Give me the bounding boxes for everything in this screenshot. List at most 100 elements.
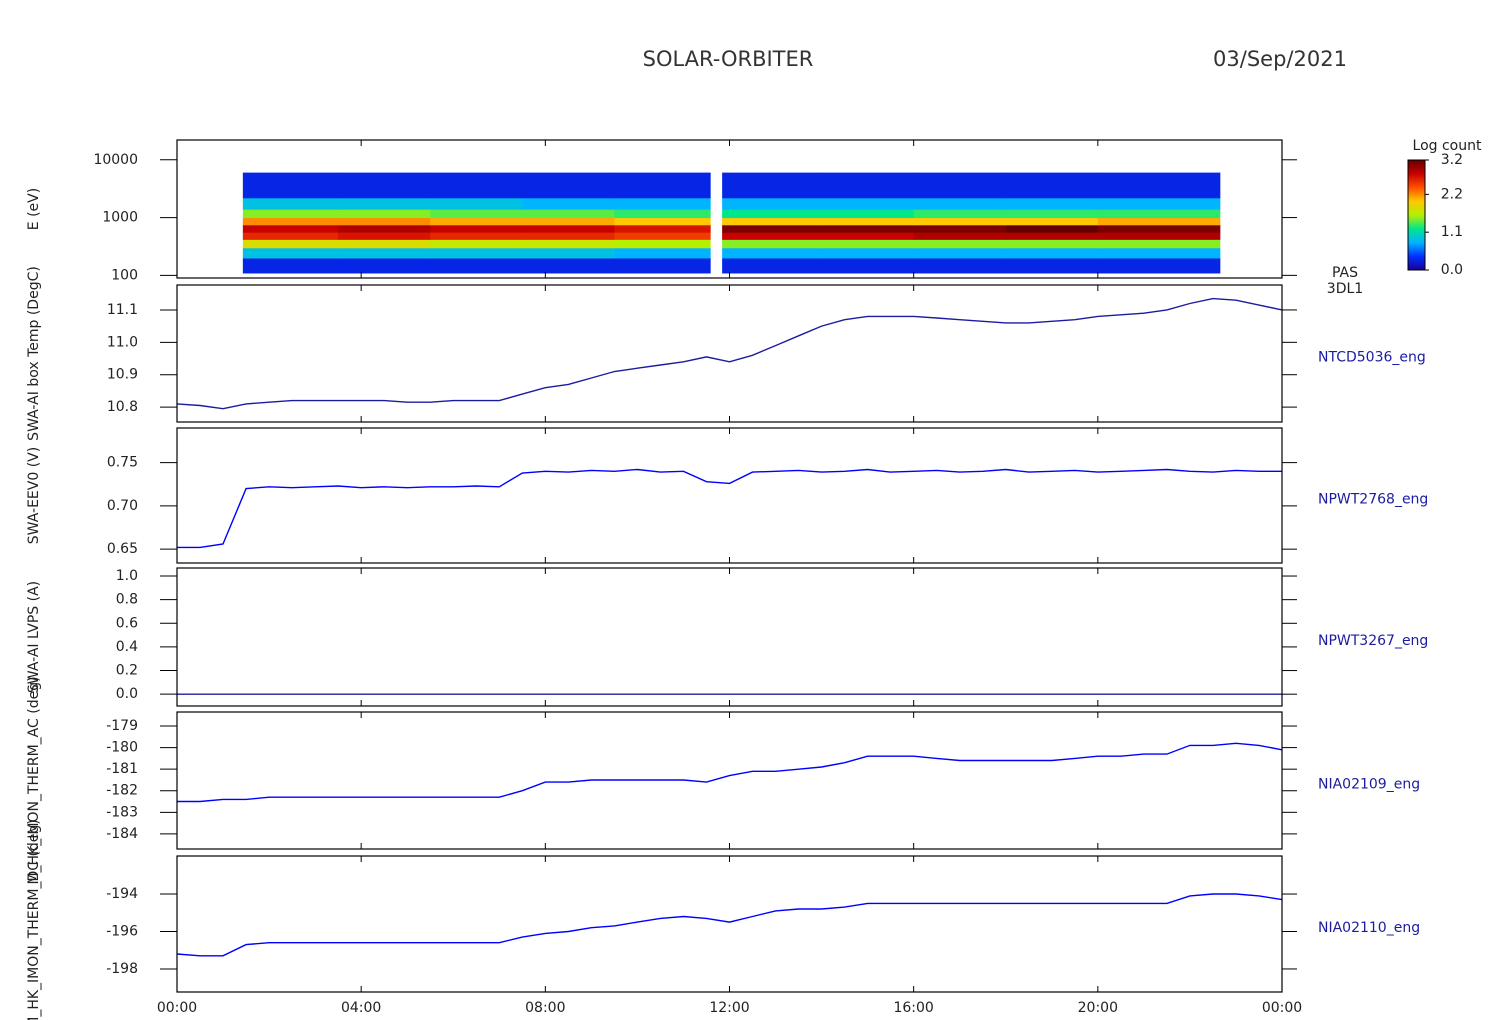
heatmap-cell bbox=[722, 232, 823, 240]
heatmap-cell bbox=[913, 257, 1007, 274]
series-line bbox=[176, 297, 1283, 410]
heatmap-cell bbox=[522, 209, 615, 219]
heatmap-cell bbox=[913, 172, 1007, 199]
y-tick-label: -181 bbox=[106, 761, 138, 777]
heatmap-cell bbox=[1097, 209, 1221, 219]
heatmap-cell bbox=[430, 197, 523, 210]
heatmap-cell bbox=[614, 257, 711, 274]
colorbar-title: Log count bbox=[1413, 138, 1482, 154]
heatmap-cell bbox=[522, 257, 615, 274]
heatmap-cell bbox=[242, 257, 339, 274]
heatmap-cell bbox=[338, 247, 431, 259]
heatmap-cell bbox=[430, 172, 523, 199]
y-tick-label: -182 bbox=[106, 783, 138, 799]
heatmap-cell bbox=[722, 197, 823, 210]
heatmap-cell bbox=[821, 197, 915, 210]
y-tick-label: 10000 bbox=[93, 152, 138, 168]
panel-name: NIA02110_eng bbox=[1318, 920, 1420, 936]
heatmap-cell bbox=[338, 209, 431, 219]
y-tick-label: 0.6 bbox=[116, 615, 138, 631]
y-axis-label: SWA-AI LVPS (A) bbox=[26, 581, 42, 693]
y-tick-label: 0.2 bbox=[116, 663, 138, 679]
panel-frame bbox=[176, 855, 1283, 993]
heatmap-cell bbox=[430, 217, 523, 226]
panel-frame bbox=[176, 711, 1283, 850]
y-tick-label: 11.0 bbox=[107, 334, 138, 350]
heatmap-cell bbox=[913, 217, 1007, 226]
heatmap-cell bbox=[522, 232, 615, 240]
y-tick-label: 10.8 bbox=[107, 399, 138, 415]
heatmap-cell bbox=[821, 172, 915, 199]
heatmap-cell bbox=[614, 247, 711, 259]
heatmap-cell bbox=[1097, 224, 1221, 233]
y-tick-label: -198 bbox=[106, 961, 138, 977]
panel-frame bbox=[176, 567, 1283, 707]
y-axis-label: SWA-EEV0 (V) bbox=[26, 447, 42, 544]
heatmap-cell bbox=[242, 217, 339, 226]
heatmap-cell bbox=[913, 197, 1007, 210]
heatmap-cell bbox=[1005, 197, 1099, 210]
y-tick-label: -179 bbox=[106, 718, 138, 734]
heatmap-cell bbox=[522, 217, 615, 226]
heatmap-cell bbox=[913, 232, 1007, 240]
y-tick-label: -184 bbox=[106, 826, 138, 842]
x-tick-label: 20:00 bbox=[1078, 1000, 1118, 1016]
heatmap-cell bbox=[614, 217, 711, 226]
heatmap-cell bbox=[614, 239, 711, 249]
heatmap-cell bbox=[722, 209, 823, 219]
series-line bbox=[177, 468, 1282, 549]
heatmap-cell bbox=[913, 209, 1007, 219]
panel-name: NPWT2768_eng bbox=[1318, 492, 1428, 508]
heatmap-cell bbox=[1097, 247, 1221, 259]
heatmap-cell bbox=[1005, 232, 1099, 240]
panel-subname: 3DL1 bbox=[1327, 281, 1363, 297]
heatmap-cell bbox=[821, 257, 915, 274]
heatmap-cell bbox=[913, 247, 1007, 259]
x-tick-label: 08:00 bbox=[525, 1000, 565, 1016]
heatmap-cell bbox=[242, 209, 339, 219]
heatmap-cell bbox=[821, 239, 915, 249]
heatmap-cell bbox=[1005, 239, 1099, 249]
x-tick-label: 16:00 bbox=[893, 1000, 933, 1016]
colorbar-tick-label: 3.2 bbox=[1441, 152, 1463, 168]
panel-frame bbox=[176, 284, 1283, 423]
y-axis-label: E (eV) bbox=[26, 188, 42, 230]
heatmap-cell bbox=[821, 209, 915, 219]
panel-name: NPWT3267_eng bbox=[1318, 633, 1428, 649]
colorbar-tick-label: 0.0 bbox=[1441, 262, 1463, 278]
heatmap-cell bbox=[1097, 232, 1221, 240]
colorbar bbox=[1407, 159, 1426, 271]
y-tick-label: -196 bbox=[106, 923, 138, 939]
heatmap-cell bbox=[522, 224, 615, 233]
heatmap-cell bbox=[821, 217, 915, 226]
y-tick-label: 0.65 bbox=[107, 541, 138, 557]
heatmap-cell bbox=[242, 224, 339, 233]
heatmap-cell bbox=[913, 224, 1007, 233]
chart-title: SOLAR-ORBITER bbox=[643, 47, 814, 71]
y-axis-label: SWA-AI box Temp (DegC) bbox=[26, 266, 42, 441]
heatmap-cell bbox=[913, 239, 1007, 249]
heatmap-cell bbox=[722, 247, 823, 259]
x-tick-label: 00:00 bbox=[157, 1000, 197, 1016]
y-tick-label: 0.4 bbox=[116, 639, 138, 655]
x-tick-label: 00:00 bbox=[1262, 1000, 1302, 1016]
heatmap-cell bbox=[430, 247, 523, 259]
panel-name: NTCD5036_eng bbox=[1318, 350, 1426, 366]
heatmap-cell bbox=[338, 217, 431, 226]
heatmap-cell bbox=[1005, 257, 1099, 274]
heatmap-cell bbox=[522, 172, 615, 199]
heatmap-cell bbox=[242, 172, 339, 199]
heatmap-cell bbox=[430, 257, 523, 274]
heatmap-cell bbox=[821, 224, 915, 233]
y-tick-label: 100 bbox=[111, 267, 138, 283]
heatmap-cell bbox=[242, 232, 339, 240]
colorbar-tick-label: 2.2 bbox=[1441, 186, 1463, 202]
panel-name: NIA02109_eng bbox=[1318, 777, 1420, 793]
series-line bbox=[176, 893, 1283, 957]
heatmap-cell bbox=[1097, 197, 1221, 210]
panel-frame bbox=[176, 427, 1283, 564]
y-tick-label: -194 bbox=[106, 886, 138, 902]
heatmap-cell bbox=[1005, 217, 1099, 226]
